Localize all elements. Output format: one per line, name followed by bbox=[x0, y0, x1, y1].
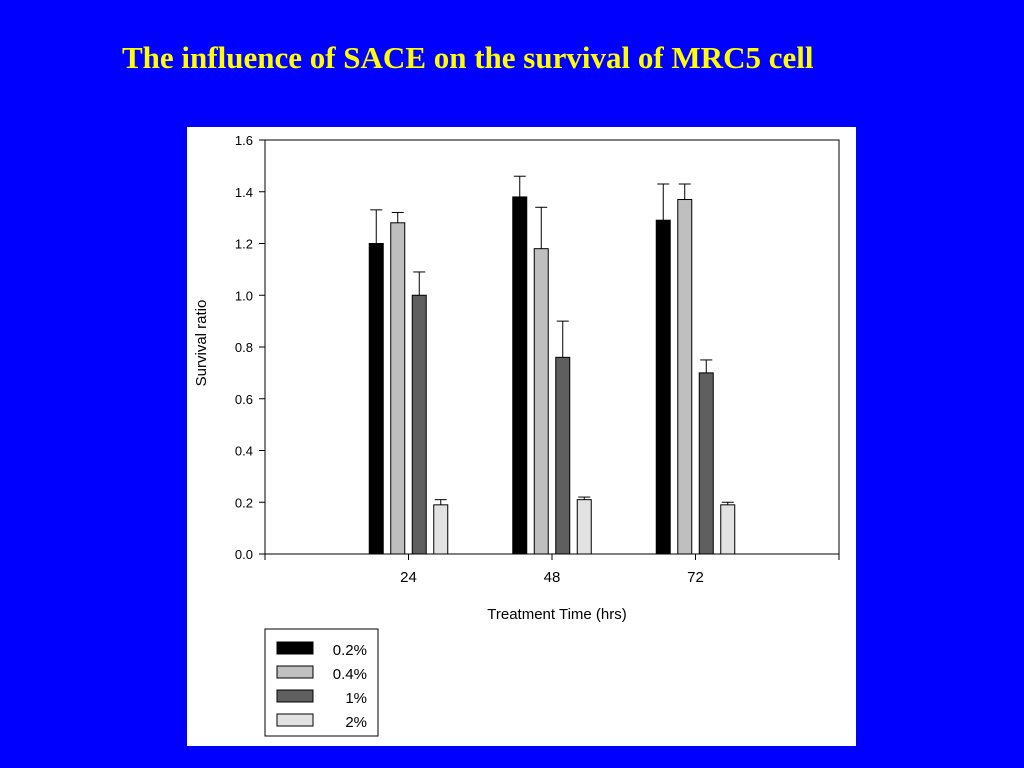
bar bbox=[533, 248, 549, 555]
bar bbox=[576, 499, 592, 555]
bar bbox=[368, 243, 384, 555]
y-tick-label: 0.0 bbox=[235, 547, 253, 562]
slide-title: The influence of SACE on the survival of… bbox=[122, 40, 814, 75]
bar bbox=[698, 372, 714, 555]
legend-swatch bbox=[276, 689, 314, 703]
legend-swatch bbox=[276, 665, 314, 679]
legend-label: 0.4% bbox=[333, 666, 367, 683]
bar-chart: 0.0 0.2 0.4 0.6 0.8 1.0 1.2 1.4 1.6 24 48 72 Survi… bbox=[193, 133, 840, 737]
bar bbox=[411, 294, 427, 555]
legend: 0.2% 0.4% 1% 2% bbox=[264, 628, 379, 737]
bar bbox=[390, 222, 406, 555]
bar bbox=[655, 219, 671, 555]
x-tick-label: 24 bbox=[400, 569, 417, 586]
y-tick-label: 1.0 bbox=[235, 288, 253, 303]
y-axis-label: Survival ratio bbox=[193, 300, 210, 387]
y-tick-label: 1.6 bbox=[235, 133, 253, 148]
bar bbox=[677, 199, 693, 555]
legend-swatch bbox=[276, 641, 314, 655]
plot-frame bbox=[264, 139, 840, 555]
bar bbox=[512, 196, 528, 555]
legend-label: 0.2% bbox=[333, 642, 367, 659]
y-tick-label: 0.8 bbox=[235, 340, 253, 355]
x-tick-label: 48 bbox=[544, 569, 561, 586]
bar bbox=[433, 504, 449, 555]
legend-label: 1% bbox=[345, 690, 367, 707]
legend-label: 2% bbox=[345, 714, 367, 731]
legend-swatch bbox=[276, 713, 314, 727]
y-tick-label: 1.2 bbox=[235, 237, 253, 252]
y-tick-label: 1.4 bbox=[235, 185, 253, 200]
x-axis-label: Treatment Time (hrs) bbox=[487, 606, 626, 623]
y-tick-label: 0.4 bbox=[235, 444, 253, 459]
y-tick-label: 0.6 bbox=[235, 392, 253, 407]
chart-panel: 0.0 0.2 0.4 0.6 0.8 1.0 1.2 1.4 1.6 24 48 72 Survi… bbox=[187, 127, 856, 746]
bar bbox=[720, 504, 736, 555]
x-tick-label: 72 bbox=[687, 569, 704, 586]
y-tick-label: 0.2 bbox=[235, 495, 253, 510]
bar bbox=[555, 356, 571, 555]
